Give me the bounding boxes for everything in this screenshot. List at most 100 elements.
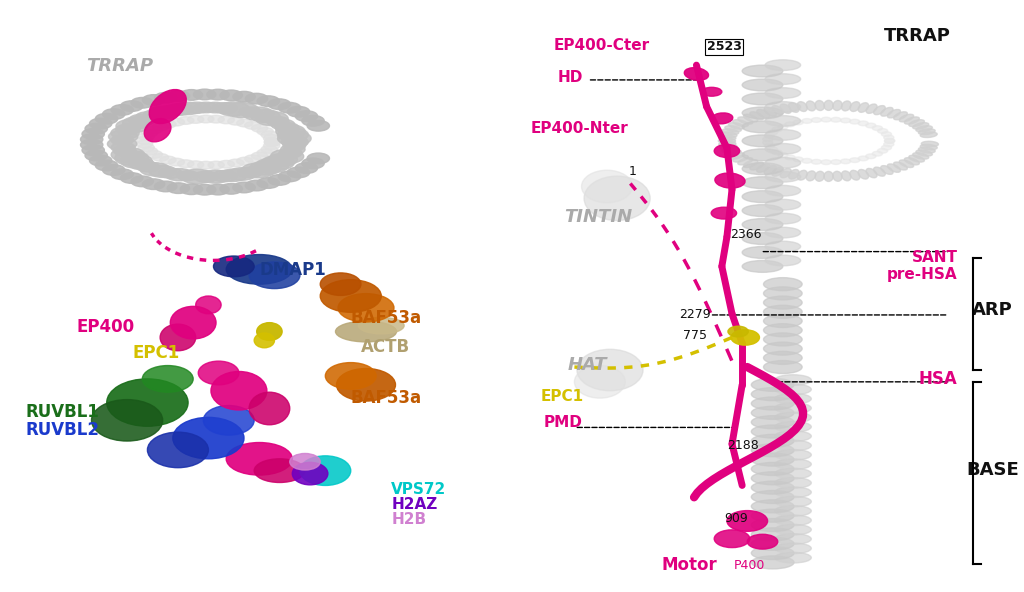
Ellipse shape <box>196 296 221 314</box>
Ellipse shape <box>116 119 147 133</box>
Ellipse shape <box>909 120 925 127</box>
Ellipse shape <box>220 90 243 101</box>
Ellipse shape <box>142 179 165 189</box>
Ellipse shape <box>821 117 831 122</box>
Ellipse shape <box>153 153 169 161</box>
Ellipse shape <box>764 107 776 116</box>
Ellipse shape <box>155 92 177 103</box>
Ellipse shape <box>725 150 741 156</box>
Ellipse shape <box>833 101 842 111</box>
Ellipse shape <box>212 102 237 114</box>
Ellipse shape <box>275 125 305 137</box>
Ellipse shape <box>728 123 744 129</box>
Ellipse shape <box>811 118 821 123</box>
Ellipse shape <box>243 107 273 120</box>
Ellipse shape <box>237 119 253 127</box>
Ellipse shape <box>226 255 292 284</box>
Ellipse shape <box>780 104 792 114</box>
Text: EP400: EP400 <box>76 317 134 336</box>
Ellipse shape <box>884 142 894 147</box>
Ellipse shape <box>720 144 737 150</box>
Ellipse shape <box>254 459 305 482</box>
Text: RUVBL2: RUVBL2 <box>26 421 99 439</box>
Ellipse shape <box>752 472 794 485</box>
Ellipse shape <box>915 126 932 132</box>
Ellipse shape <box>711 113 733 124</box>
Ellipse shape <box>574 366 626 398</box>
Text: Motor: Motor <box>662 555 717 574</box>
Ellipse shape <box>232 182 255 193</box>
Ellipse shape <box>177 160 194 168</box>
Text: 2366: 2366 <box>730 228 762 241</box>
Ellipse shape <box>894 112 907 120</box>
Ellipse shape <box>167 183 189 194</box>
Ellipse shape <box>109 130 137 143</box>
Text: BAF53a: BAF53a <box>351 308 422 327</box>
Ellipse shape <box>288 107 309 117</box>
Ellipse shape <box>199 361 239 385</box>
Ellipse shape <box>728 153 744 159</box>
Ellipse shape <box>742 218 782 230</box>
Ellipse shape <box>742 246 782 258</box>
Ellipse shape <box>850 170 860 180</box>
Ellipse shape <box>727 510 768 532</box>
Ellipse shape <box>279 102 301 113</box>
Ellipse shape <box>136 140 153 148</box>
Ellipse shape <box>772 105 783 115</box>
Ellipse shape <box>733 120 749 127</box>
Ellipse shape <box>841 118 851 123</box>
Ellipse shape <box>915 150 932 156</box>
Ellipse shape <box>147 432 209 468</box>
Ellipse shape <box>89 155 112 166</box>
Ellipse shape <box>888 164 900 172</box>
Ellipse shape <box>249 262 300 289</box>
Ellipse shape <box>257 127 273 135</box>
Ellipse shape <box>922 141 938 147</box>
Ellipse shape <box>858 169 868 179</box>
Ellipse shape <box>213 256 254 277</box>
Ellipse shape <box>194 102 218 112</box>
Ellipse shape <box>173 417 244 459</box>
Ellipse shape <box>180 184 203 195</box>
Ellipse shape <box>775 552 811 563</box>
Ellipse shape <box>85 123 108 134</box>
Ellipse shape <box>261 156 294 170</box>
Text: HSA: HSA <box>919 369 957 388</box>
Ellipse shape <box>752 388 794 401</box>
Ellipse shape <box>742 121 782 133</box>
Ellipse shape <box>833 171 842 181</box>
Ellipse shape <box>82 128 104 139</box>
Text: 2188: 2188 <box>727 439 759 452</box>
Ellipse shape <box>257 323 283 340</box>
Ellipse shape <box>146 150 163 158</box>
Ellipse shape <box>321 280 381 313</box>
Ellipse shape <box>772 167 783 176</box>
Ellipse shape <box>116 124 140 135</box>
Ellipse shape <box>95 113 118 124</box>
Ellipse shape <box>160 324 196 350</box>
Ellipse shape <box>793 120 803 125</box>
Ellipse shape <box>752 444 794 457</box>
Ellipse shape <box>798 170 807 180</box>
Ellipse shape <box>198 161 214 169</box>
Ellipse shape <box>268 175 291 185</box>
Ellipse shape <box>211 372 267 410</box>
Ellipse shape <box>184 102 210 113</box>
Ellipse shape <box>261 131 278 139</box>
Text: P400: P400 <box>734 559 765 572</box>
Ellipse shape <box>764 314 802 327</box>
Ellipse shape <box>752 500 794 513</box>
Text: 909: 909 <box>724 512 748 525</box>
Ellipse shape <box>158 105 183 117</box>
Ellipse shape <box>881 166 893 175</box>
Text: EPC1: EPC1 <box>132 344 179 362</box>
Ellipse shape <box>168 118 184 126</box>
Ellipse shape <box>778 153 788 157</box>
Ellipse shape <box>251 110 280 123</box>
Text: EP400-Nter: EP400-Nter <box>530 121 629 136</box>
Ellipse shape <box>85 150 108 161</box>
Ellipse shape <box>842 101 851 111</box>
Ellipse shape <box>850 102 860 111</box>
Ellipse shape <box>102 109 125 120</box>
Ellipse shape <box>764 305 802 318</box>
